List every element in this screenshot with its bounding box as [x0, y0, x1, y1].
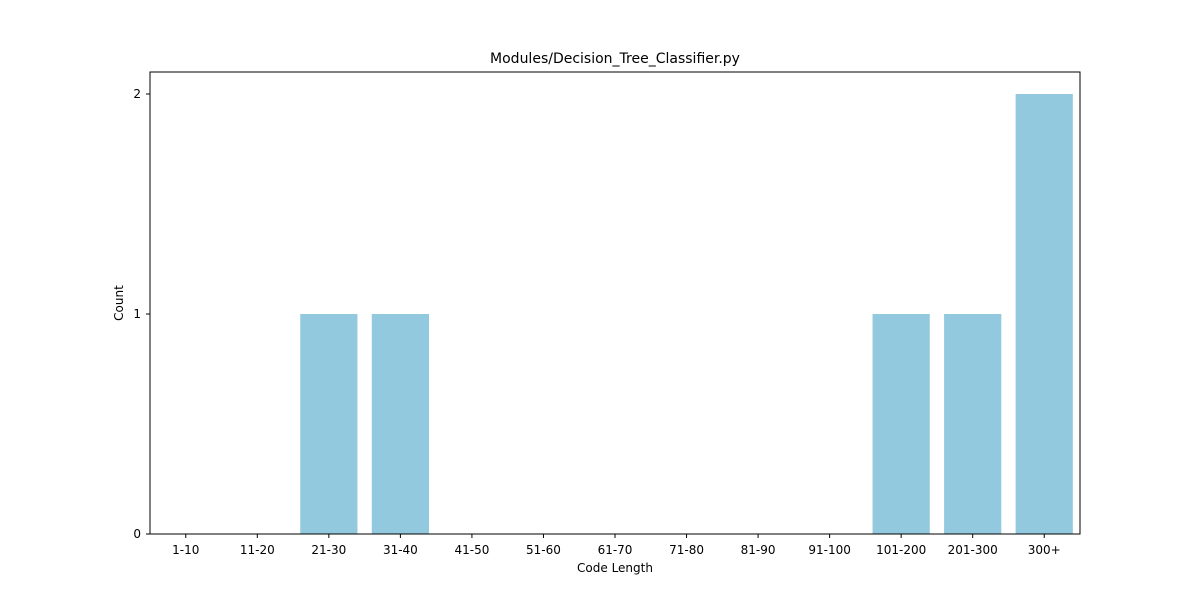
x-tick-label: 51-60: [526, 543, 561, 557]
x-tick-label: 101-200: [876, 543, 926, 557]
x-tick-label: 300+: [1028, 543, 1061, 557]
y-ticks-group: 0 1 2: [133, 87, 150, 541]
x-tick-label: 81-90: [741, 543, 776, 557]
y-tick-label: 1: [133, 307, 141, 321]
x-tick-label: 61-70: [598, 543, 633, 557]
bars-group: [300, 94, 1073, 534]
x-tick-label: 91-100: [808, 543, 851, 557]
chart-title: Modules/Decision_Tree_Classifier.py: [490, 51, 740, 67]
bar-101-200: [872, 314, 930, 534]
x-tick-label: 41-50: [454, 543, 489, 557]
y-tick-label: 2: [133, 87, 141, 101]
x-tick-label: 201-300: [948, 543, 998, 557]
x-tick-label: 31-40: [383, 543, 418, 557]
y-tick-label: 0: [133, 527, 141, 541]
bar-21-30: [300, 314, 358, 534]
y-axis-label: Count: [112, 285, 126, 321]
x-axis-label: Code Length: [577, 561, 653, 575]
bar-300+: [1015, 94, 1073, 534]
bar-201-300: [944, 314, 1002, 534]
x-ticks-group: 1-10 11-20 21-30 31-40 41-50 51-60 61-70 71-80 8…: [172, 534, 1061, 557]
bar-31-40: [371, 314, 429, 534]
plot-frame: [149, 71, 1081, 535]
x-tick-label: 71-80: [669, 543, 704, 557]
x-tick-label: 11-20: [240, 543, 275, 557]
x-tick-label: 1-10: [172, 543, 199, 557]
x-tick-label: 21-30: [311, 543, 346, 557]
